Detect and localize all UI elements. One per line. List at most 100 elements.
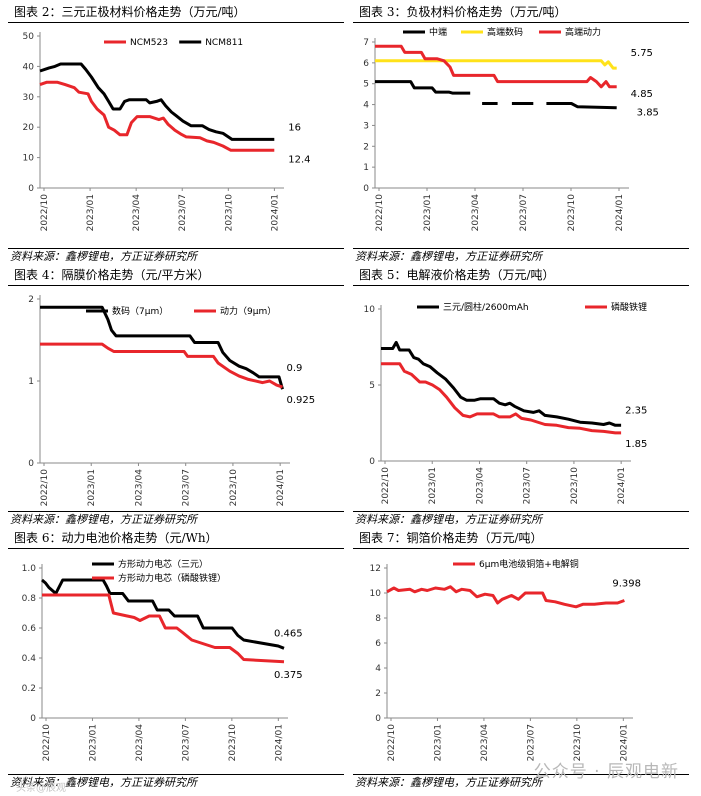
title-rule <box>8 285 344 286</box>
y-tick-label: 0 <box>28 184 34 194</box>
x-tick-label: 2023/01 <box>423 194 433 231</box>
x-tick-label: 2024/01 <box>270 194 280 231</box>
x-tick-label: 2023/10 <box>228 724 238 762</box>
cathode-price-chart: 0 10 20 30 40 50 2022/10 2023/01 2023/04 2023/07 2… <box>23 32 311 232</box>
source-note: 资料来源：鑫椤锂电，方正证券研究所 <box>10 250 197 263</box>
source-note: 资料来源：鑫椤锂电，方正证券研究所 <box>355 776 542 789</box>
x-tick-label: 2024/01 <box>615 194 625 231</box>
y-tick-label: 8 <box>375 614 381 624</box>
x-tick-label: 2022/10 <box>40 469 50 507</box>
data-label: 0.465 <box>274 628 303 639</box>
x-tick-label: 2023/10 <box>567 194 577 232</box>
x-tick-label: 2023/04 <box>471 194 481 232</box>
anode-price-chart: 0 1 2 3 4 5 6 7 2022/10 2023/01 2023/04 2023/07 2023… <box>363 26 659 232</box>
source-note: 资料来源：鑫椤锂电，方正证券研究所 <box>10 776 197 789</box>
series-line-0 <box>41 578 285 650</box>
y-tick-label: 0 <box>369 457 375 467</box>
y-tick-label: 4 <box>363 101 369 111</box>
x-tick-label: 2023/10 <box>229 469 239 507</box>
panel-anode-price: 图表 3：负极材料价格走势（万元/吨） 0 1 2 3 4 5 6 7 2022/10 2023/… <box>353 4 693 263</box>
x-tick-label: 2022/10 <box>381 467 391 505</box>
data-label: 16 <box>288 122 301 133</box>
panel-battery-price: 图表 6：动力电池价格走势（元/Wh） 0 0.2 0.4 0.6 0.8 1.0 2022… <box>8 530 348 789</box>
y-tick-label: 10 <box>370 589 382 599</box>
data-label: 5.75 <box>631 48 653 59</box>
y-tick-label: 3 <box>363 121 369 131</box>
chart-title: 图表 3：负极材料价格走势（万元/吨） <box>359 5 567 19</box>
panel-cathode-price: 图表 2：三元正极材料价格走势（万元/吨） 0 10 20 30 40 50 2022/10… <box>8 4 348 263</box>
x-tick-label: 2023/07 <box>181 724 191 761</box>
x-tick-label: 2023/01 <box>88 724 98 761</box>
data-label: 0.925 <box>286 395 315 406</box>
x-tick-label: 2023/07 <box>182 469 192 506</box>
y-tick-label: 0.2 <box>22 684 36 694</box>
legend-label: 数码（7μm） <box>112 305 168 317</box>
legend-label: 三元/圆柱/2600mAh <box>443 301 529 313</box>
y-tick-label: 7 <box>363 38 369 48</box>
x-tick-label: 2023/04 <box>135 724 145 762</box>
title-rule <box>353 22 689 23</box>
panel-separator-price: 图表 4：隔膜价格走势（元/平方米） 0 1 2 2022/10 2023/01 2023… <box>8 267 348 526</box>
y-tick-label: 6 <box>363 59 369 69</box>
data-label: 3.85 <box>637 108 659 119</box>
y-tick-label: 10 <box>23 154 35 164</box>
title-rule <box>8 22 344 23</box>
y-tick-label: 5 <box>369 381 375 391</box>
legend-label: NCM523 <box>130 38 168 48</box>
x-tick-label: 2024/01 <box>274 724 284 761</box>
x-tick-label: 2024/01 <box>276 469 286 506</box>
chart-title: 图表 5：电解液价格走势（万元/吨） <box>359 268 555 282</box>
chart-title: 图表 4：隔膜价格走势（元/平方米） <box>14 268 210 282</box>
series-line-1 <box>40 342 283 389</box>
x-tick-label: 2023/04 <box>475 467 485 505</box>
data-label: 1.85 <box>625 439 647 450</box>
y-tick-label: 0.6 <box>22 624 37 634</box>
x-tick-label: 2023/01 <box>433 724 443 761</box>
y-tick-label: 0 <box>28 459 34 469</box>
chart-title: 图表 2：三元正极材料价格走势（万元/吨） <box>14 5 246 19</box>
legend-label: 方形动力电芯（三元） <box>118 558 208 570</box>
y-tick-label: 1.0 <box>22 564 37 574</box>
x-tick-label: 2024/01 <box>619 724 629 761</box>
panel-electrolyte-price: 图表 5：电解液价格走势（万元/吨） 0 5 10 2022/10 2023/01 202… <box>353 267 693 526</box>
x-tick-label: 2023/07 <box>519 194 529 231</box>
y-tick-label: 0 <box>30 714 36 724</box>
x-tick-label: 2023/07 <box>178 194 188 231</box>
legend-label: 磷酸铁锂 <box>611 301 647 313</box>
y-tick-label: 0.8 <box>22 594 37 604</box>
legend-label: 6μm电池级铜箔+电解铜 <box>479 558 579 570</box>
source-note: 资料来源：鑫椤锂电，方正证券研究所 <box>355 250 542 263</box>
data-label: 0.375 <box>274 670 303 681</box>
title-rule <box>353 285 689 286</box>
x-tick-label: 2022/10 <box>40 194 50 232</box>
y-tick-label: 30 <box>23 93 35 103</box>
y-tick-label: 20 <box>23 123 35 133</box>
y-tick-label: 0 <box>363 184 369 194</box>
y-tick-label: 10 <box>364 305 376 315</box>
series-line-0 <box>381 340 622 427</box>
y-tick-label: 40 <box>23 62 35 72</box>
y-tick-label: 4 <box>375 664 381 674</box>
chart-title: 图表 6：动力电池价格走势（元/Wh） <box>14 531 218 545</box>
x-tick-label: 2023/04 <box>480 724 490 762</box>
legend-label: 高端动力 <box>565 26 601 38</box>
series-line-1 <box>39 62 275 141</box>
series-line-2 <box>375 44 617 89</box>
source-note: 资料来源：鑫椤锂电，方正证券研究所 <box>10 513 197 526</box>
bottom-rule <box>8 774 344 775</box>
y-tick-label: 2 <box>375 689 381 699</box>
watermark-left: 头条@辰观 <box>16 783 66 794</box>
bottom-rule <box>8 248 344 249</box>
x-tick-label: 2023/04 <box>134 469 144 507</box>
electrolyte-price-chart: 0 5 10 2022/10 2023/01 2023/04 2023/07 2023/10 2… <box>364 301 648 505</box>
series-line-1 <box>42 593 285 664</box>
panel-copper-foil-price: 图表 7：铜箔价格走势（万元/吨） 0 2 4 6 8 10 12 2022/10 2023/0… <box>353 530 693 789</box>
series-line-0 <box>375 80 617 110</box>
source-note: 资料来源：鑫椤锂电，方正证券研究所 <box>355 513 542 526</box>
battery-price-chart: 0 0.2 0.4 0.6 0.8 1.0 2022/10 2023/01 2023/04 202… <box>22 558 303 762</box>
x-tick-label: 2023/07 <box>526 724 536 761</box>
x-tick-label: 2023/10 <box>570 467 580 505</box>
y-tick-label: 2 <box>28 295 34 305</box>
y-tick-label: 12 <box>370 564 381 574</box>
bottom-rule <box>8 511 344 512</box>
